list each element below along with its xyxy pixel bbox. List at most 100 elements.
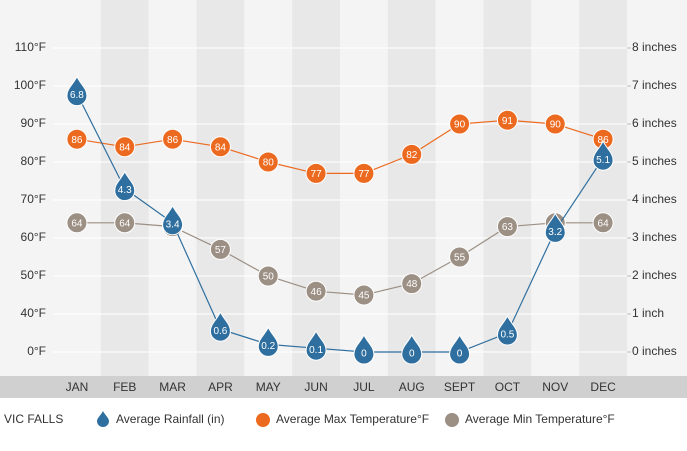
y-tick-label: 100°F: [14, 78, 46, 92]
column-band: [531, 0, 580, 376]
y2-tick-label: 0 inches: [632, 344, 677, 358]
rain-drop: [66, 75, 88, 107]
temp-marker: [209, 238, 231, 260]
temp-marker: [449, 246, 471, 268]
x-tick-label: JUN: [304, 380, 327, 394]
legend-label: Average Max Temperature°F: [276, 412, 429, 426]
value-label: 84: [215, 142, 227, 153]
x-tick-label: SEPT: [444, 380, 476, 394]
value-label: 45: [358, 291, 370, 302]
y-tick-label: 80°F: [21, 154, 46, 168]
y2-tick-label: 1 inch: [632, 306, 664, 320]
value-label: 3.4: [166, 219, 180, 230]
temp-marker: [162, 128, 184, 150]
y-tick-label: 70°F: [21, 192, 46, 206]
y2-tick-label: 4 inches: [632, 192, 677, 206]
rain-drop: [544, 212, 566, 243]
temp-marker: [209, 136, 231, 158]
temp-marker: [305, 280, 327, 302]
value-label: 48: [406, 279, 418, 290]
value-label: 0: [457, 349, 463, 360]
y2-tick-label: 2 inches: [632, 268, 677, 282]
column-band: [244, 0, 293, 376]
rain-drop: [305, 330, 327, 361]
value-label: 82: [406, 150, 418, 161]
x-tick-label: JUL: [353, 380, 375, 394]
value-label: 80: [263, 158, 275, 169]
y2-tick-label: 6 inches: [632, 116, 677, 130]
temp-marker: [496, 216, 518, 238]
value-label: 0.2: [261, 341, 275, 352]
value-label: 90: [550, 120, 562, 131]
temp-marker: [257, 151, 279, 173]
column-band: [387, 0, 436, 376]
x-axis-band: [0, 376, 687, 398]
y-tick-label: 110°F: [15, 40, 46, 54]
legend-label: Average Rainfall (in): [116, 412, 225, 426]
column-band: [579, 0, 627, 376]
x-tick-label: NOV: [542, 380, 568, 394]
value-label: 0.1: [309, 345, 323, 356]
value-label: 77: [358, 169, 370, 180]
y-tick-label: 50°F: [21, 268, 46, 282]
y-tick-label: 0°F: [27, 344, 46, 358]
x-tick-label: FEB: [113, 380, 136, 394]
value-label: 6.8: [70, 90, 84, 101]
value-label: 0: [409, 349, 415, 360]
value-label: 63: [502, 222, 514, 233]
temp-marker: [66, 128, 88, 150]
legend-symbol: [97, 411, 109, 427]
temp-marker: [305, 162, 327, 184]
y2-tick-label: 7 inches: [632, 78, 677, 92]
value-label: 50: [263, 272, 275, 283]
rain-drop: [114, 170, 136, 202]
value-label: 86: [167, 135, 179, 146]
temp-marker: [449, 113, 471, 135]
rain-drop: [162, 204, 184, 236]
x-tick-label: AUG: [399, 380, 425, 394]
value-label: 0.5: [500, 330, 514, 341]
value-label: 64: [119, 218, 131, 229]
legend-label: Average Min Temperature°F: [465, 412, 615, 426]
y2-tick-label: 8 inches: [632, 40, 677, 54]
y2-tick-label: 3 inches: [632, 230, 677, 244]
temp-marker: [544, 113, 566, 135]
legend-symbol: [445, 413, 459, 427]
rain-drop: [401, 333, 423, 365]
value-label: 0: [361, 349, 367, 360]
value-label: 90: [454, 120, 466, 131]
value-label: 86: [598, 135, 610, 146]
legend-area: [0, 398, 687, 446]
rain-drop: [353, 333, 375, 365]
temp-marker: [496, 109, 518, 131]
temp-marker: [114, 136, 136, 158]
temp-marker: [401, 143, 423, 165]
value-label: 4.3: [118, 185, 132, 196]
column-band: [483, 0, 532, 376]
temp-marker: [401, 273, 423, 295]
series-line: [76, 93, 604, 353]
x-tick-label: MAY: [256, 380, 281, 394]
column-band: [435, 0, 484, 376]
y2-tick-label: 5 inches: [632, 154, 677, 168]
rain-drop: [449, 333, 471, 365]
column-band: [148, 0, 197, 376]
value-label: 46: [311, 287, 323, 298]
x-tick-label: JAN: [66, 380, 89, 394]
temp-marker: [592, 212, 614, 234]
column-band: [53, 0, 101, 376]
value-label: 55: [454, 253, 466, 264]
value-label: 5.1: [596, 155, 610, 166]
rain-drop: [592, 140, 614, 171]
value-label: 64: [598, 218, 610, 229]
column-band: [340, 0, 388, 376]
y-tick-label: 40°F: [21, 306, 46, 320]
value-label: 3.2: [548, 227, 562, 238]
x-tick-label: MAR: [159, 380, 186, 394]
value-label: 0.6: [213, 326, 227, 337]
rain-drop: [496, 314, 518, 346]
temp-marker: [66, 212, 88, 234]
x-tick-label: APR: [208, 380, 233, 394]
value-label: 64: [71, 218, 83, 229]
